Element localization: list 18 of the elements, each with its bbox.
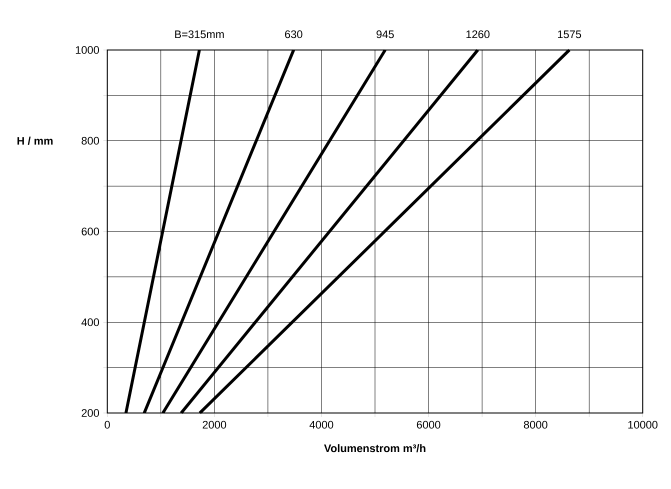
x-tick-label: 6000 — [416, 420, 440, 429]
x-axis-title: Volumenstrom m³/h — [324, 444, 426, 452]
y-tick-label: 200 — [82, 409, 100, 417]
series-label: 1575 — [558, 30, 582, 38]
x-tick-label: 0 — [104, 420, 110, 429]
x-tick-label: 2000 — [202, 420, 226, 429]
y-axis-title: H / mm — [17, 136, 53, 145]
series-label: 945 — [376, 30, 394, 38]
series-label: 630 — [285, 30, 302, 38]
series-label: 1260 — [466, 30, 490, 38]
x-tick-label: 10000 — [628, 420, 658, 429]
series-label: B=315mm — [175, 30, 224, 38]
y-tick-label: 400 — [81, 318, 100, 326]
x-tick-label: 8000 — [524, 420, 548, 429]
y-tick-label: 600 — [82, 228, 100, 236]
y-tick-label: 1000 — [76, 46, 100, 54]
x-tick-label: 4000 — [310, 420, 334, 429]
y-tick-label: 800 — [82, 136, 100, 145]
